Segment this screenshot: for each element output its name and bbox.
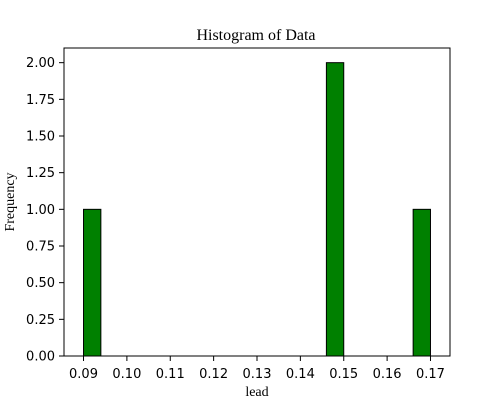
y-axis-label: Frequency (3, 172, 18, 231)
histogram-bar-1 (325, 62, 345, 357)
y-axis: 0.00 0.25 0.50 0.75 1.00 1.25 1.50 1.75 2.00 (26, 56, 64, 365)
y-tick-label: 1.25 (26, 166, 55, 181)
plot-frame (63, 47, 451, 357)
histogram-bar-2 (412, 208, 431, 357)
x-axis: 0.09 0.10 0.11 0.12 0.13 0.14 0.15 0.16 0.17 (69, 356, 445, 382)
bars-group (83, 62, 431, 357)
y-tick-label: 1.75 (26, 93, 55, 108)
x-tick-label: 0.15 (329, 367, 358, 382)
y-tick-label: 0.25 (26, 313, 55, 328)
x-tick-label: 0.16 (373, 367, 402, 382)
x-tick-label: 0.13 (243, 367, 272, 382)
y-tick-label: 0.00 (26, 350, 55, 365)
x-tick-label: 0.12 (199, 367, 228, 382)
x-tick-label: 0.14 (286, 367, 315, 382)
y-tick-label: 0.50 (26, 276, 55, 291)
x-tick-label: 0.09 (69, 367, 98, 382)
y-tick-label: 1.00 (26, 203, 55, 218)
x-tick-label: 0.10 (112, 367, 141, 382)
x-tick-label: 0.17 (416, 367, 445, 382)
x-axis-label: lead (245, 385, 268, 400)
y-tick-label: 0.75 (26, 240, 55, 255)
y-tick-label: 2.00 (26, 56, 55, 71)
x-tick-label: 0.11 (156, 367, 185, 382)
histogram-bar-0 (83, 208, 102, 357)
y-tick-label: 1.50 (26, 130, 55, 145)
chart-title: Histogram of Data (196, 27, 315, 44)
